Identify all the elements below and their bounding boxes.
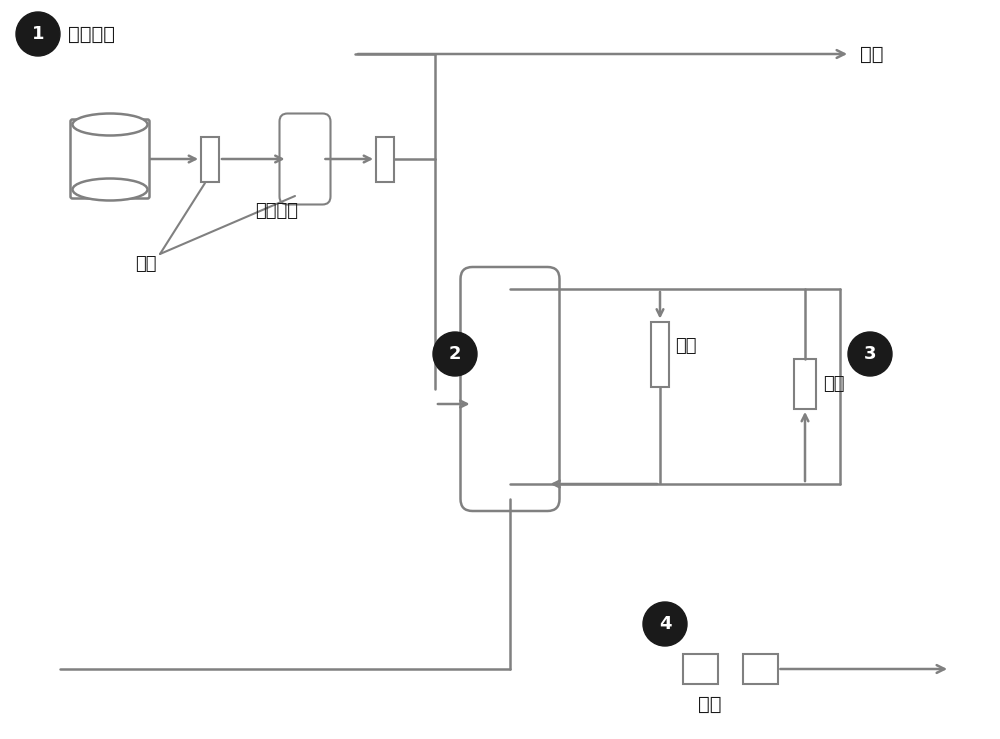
Text: 4: 4: [659, 615, 671, 633]
Circle shape: [433, 332, 477, 376]
Text: 1: 1: [32, 25, 44, 43]
Bar: [794, 359, 816, 409]
Text: 真空: 真空: [860, 44, 884, 64]
Text: 冷却: 冷却: [698, 695, 722, 713]
FancyBboxPatch shape: [71, 120, 150, 199]
Bar: [201, 137, 219, 182]
Bar: [682, 654, 718, 684]
Bar: [376, 137, 394, 182]
Ellipse shape: [73, 114, 148, 135]
Bar: [651, 321, 669, 386]
Text: 加热: 加热: [675, 337, 696, 355]
Circle shape: [848, 332, 892, 376]
Text: 3: 3: [864, 345, 876, 363]
Bar: [742, 654, 778, 684]
Text: 加热: 加热: [135, 255, 157, 273]
Circle shape: [643, 602, 687, 646]
FancyBboxPatch shape: [280, 114, 331, 205]
Text: 空气去除: 空气去除: [255, 202, 298, 220]
Text: 2: 2: [449, 345, 461, 363]
Text: 原料储存: 原料储存: [68, 24, 115, 44]
Text: 加热: 加热: [823, 375, 844, 393]
Ellipse shape: [73, 179, 148, 200]
FancyBboxPatch shape: [460, 267, 560, 511]
Circle shape: [16, 12, 60, 56]
